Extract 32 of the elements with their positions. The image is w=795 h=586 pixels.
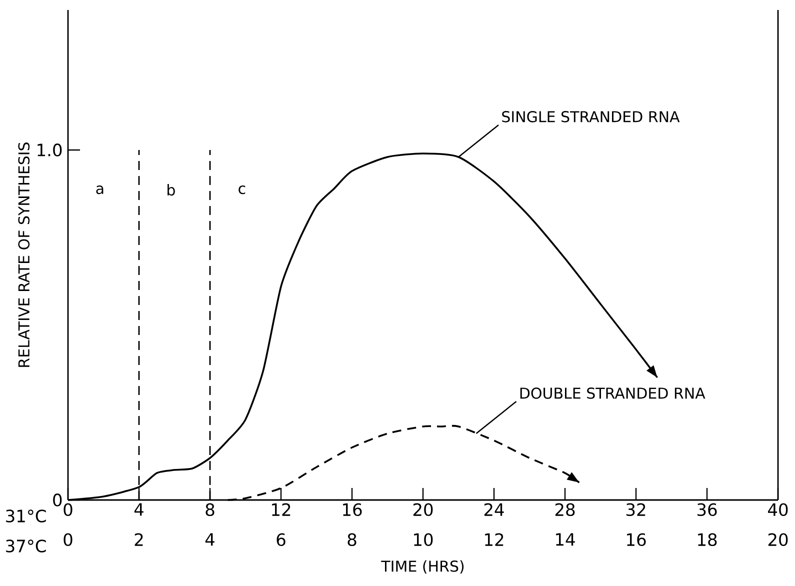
x-axis-title: TIME (HRS) (381, 560, 464, 574)
x2-tick-label: 8 (348, 533, 356, 546)
y-tick-label: 1.0 (38, 144, 62, 156)
x-tick-label: 8 (206, 503, 214, 516)
x-tick-label: 24 (484, 503, 504, 516)
text: 31°C (6, 510, 46, 522)
x2-tick-label: 6 (276, 533, 286, 546)
annotation: SINGLE STRANDED RNA (502, 110, 680, 122)
x-tick-label: 20 (413, 503, 433, 516)
annotation: a (96, 186, 104, 194)
x2-tick-label: 14 (556, 533, 575, 546)
x-tick-label: 12 (272, 503, 290, 516)
x-tick-label: 28 (555, 503, 575, 516)
x2-tick-label: 16 (627, 533, 646, 546)
x2-tick-label: 20 (768, 533, 788, 546)
x-tick-label: 16 (343, 503, 362, 516)
x2-tick-label: 4 (205, 533, 214, 546)
y-axis-title: RELATIVE RATE OF SYNTHESIS (18, 142, 30, 367)
x2-tick-label: 18 (698, 533, 717, 546)
x2-tick-label: 10 (414, 533, 433, 546)
x-tick-label: 36 (697, 503, 717, 516)
x2-tick-label: 0 (64, 533, 72, 546)
text: 37°C (6, 540, 46, 552)
x-tick-label: 40 (768, 503, 788, 516)
annotation: DOUBLE STRANDED RNA (520, 387, 706, 399)
x-tick-label: 0 (64, 503, 72, 516)
x2-tick-label: 12 (485, 533, 504, 546)
x-tick-label: 4 (134, 503, 144, 516)
x-tick-label: 32 (626, 503, 646, 516)
x2-tick-label: 2 (134, 533, 143, 546)
annotation: b (168, 184, 175, 196)
annotation: c (238, 186, 246, 194)
